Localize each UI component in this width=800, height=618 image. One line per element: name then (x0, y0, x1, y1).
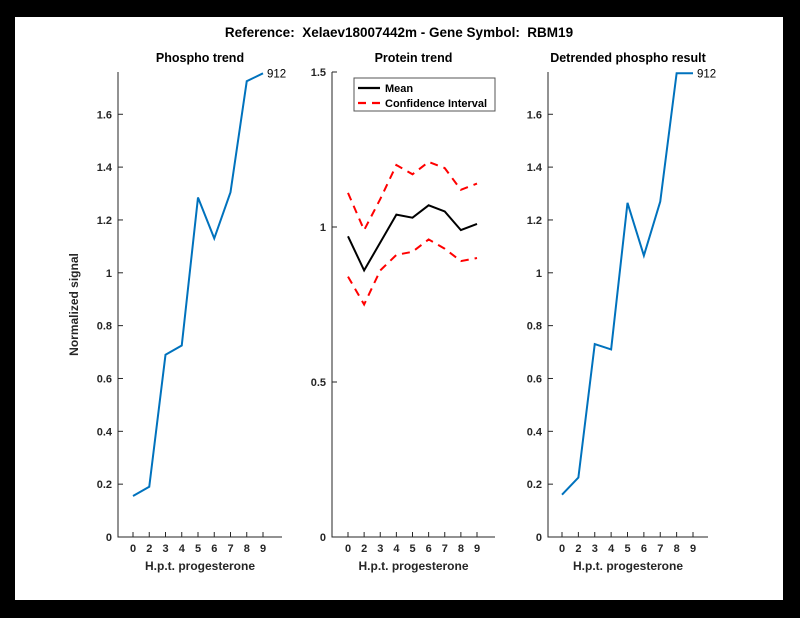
x-tick-label: 9 (474, 543, 480, 555)
axes-lines (331, 72, 495, 538)
x-tick-label: 9 (260, 543, 266, 555)
series-end-label: 912 (697, 68, 716, 80)
y-tick-label: 0.4 (97, 426, 113, 438)
y-tick-label: 1 (320, 222, 326, 234)
subplot-title: Detrended phospho result (550, 51, 706, 65)
y-tick-label: 1.6 (97, 109, 112, 121)
y-tick-label: 0.6 (527, 373, 542, 385)
x-tick-label: 0 (559, 543, 565, 555)
y-tick-label: 0.6 (97, 373, 112, 385)
x-tick-label: 4 (393, 543, 400, 555)
x-tick-label: 7 (442, 543, 448, 555)
x-axis-label: H.p.t. progesterone (358, 559, 468, 573)
ci-upper-line (347, 160, 478, 233)
axes-lines (117, 72, 282, 538)
x-tick-label: 7 (227, 543, 233, 555)
detrended-signal-line (561, 72, 693, 496)
x-axis-label: H.p.t. progesterone (145, 559, 255, 573)
x-tick-label: 3 (377, 543, 383, 555)
figure-page: Reference: Xelaev18007442m - Gene Symbol… (15, 17, 783, 600)
legend-box (353, 77, 496, 112)
x-tick-label: 0 (130, 543, 136, 555)
y-tick-label: 0 (536, 532, 542, 544)
x-tick-label: 7 (657, 543, 663, 555)
y-tick-label: 1.2 (527, 215, 542, 227)
x-tick-label: 6 (641, 543, 647, 555)
ci-lower-line (347, 238, 478, 307)
subplot-detrended-phospho-result: 00.20.40.60.811.21.41.60 2 3 4 5 6 7 8 9Detrende… (527, 51, 716, 573)
x-tick-label: 3 (162, 543, 168, 555)
y-tick-label: 0.8 (527, 321, 542, 333)
y-tick-label: 1 (106, 268, 112, 280)
y-tick-label: 1.4 (97, 162, 113, 174)
x-tick-label: 2 (361, 543, 367, 555)
y-tick-label: 0.2 (97, 479, 112, 491)
y-tick-label: 1.6 (527, 109, 542, 121)
y-axis-label: Normalized signal (67, 253, 81, 356)
y-tick-label: 0.4 (527, 426, 543, 438)
y-tick-label: 0 (106, 532, 112, 544)
y-tick-label: 1.2 (97, 215, 112, 227)
subplot-phospho-trend: 00.20.40.60.811.21.41.60 2 3 4 5 6 7 8 9Phospho … (67, 51, 286, 573)
x-tick-label: 5 (195, 543, 201, 555)
x-tick-label: 3 (592, 543, 598, 555)
x-tick-label: 8 (674, 543, 680, 555)
y-tick-label: 0.8 (97, 321, 112, 333)
y-tick-label: 0.5 (311, 377, 326, 389)
x-tick-label: 9 (690, 543, 696, 555)
legend-entry-label: Mean (385, 83, 413, 95)
x-tick-label: 4 (179, 543, 186, 555)
x-tick-label: 8 (458, 543, 464, 555)
phospho-signal-line (132, 72, 264, 497)
subplot-title: Phospho trend (156, 51, 244, 65)
x-tick-label: 8 (244, 543, 250, 555)
subplot-title: Protein trend (375, 51, 453, 65)
legend-entry-label: Confidence Interval (385, 98, 487, 110)
x-tick-label: 6 (211, 543, 217, 555)
x-tick-label: 5 (409, 543, 415, 555)
x-axis-label: H.p.t. progesterone (573, 559, 683, 573)
y-tick-label: 0.2 (527, 479, 542, 491)
x-tick-label: 0 (345, 543, 351, 555)
y-tick-label: 1 (536, 268, 542, 280)
x-tick-label: 2 (146, 543, 152, 555)
y-tick-label: 0 (320, 532, 326, 544)
y-tick-label: 1.5 (311, 67, 326, 79)
x-tick-label: 5 (624, 543, 630, 555)
x-tick-label: 4 (608, 543, 615, 555)
x-tick-label: 6 (426, 543, 432, 555)
axes-lines (547, 72, 708, 538)
figure-title: Reference: Xelaev18007442m - Gene Symbol… (224, 25, 574, 40)
series-end-label: 912 (267, 68, 286, 80)
y-tick-label: 1.4 (527, 162, 543, 174)
figure-canvas: 00.20.40.60.811.21.41.60 2 3 4 5 6 7 8 9Phospho … (67, 51, 716, 573)
x-tick-label: 2 (575, 543, 581, 555)
mean-line (347, 204, 478, 273)
